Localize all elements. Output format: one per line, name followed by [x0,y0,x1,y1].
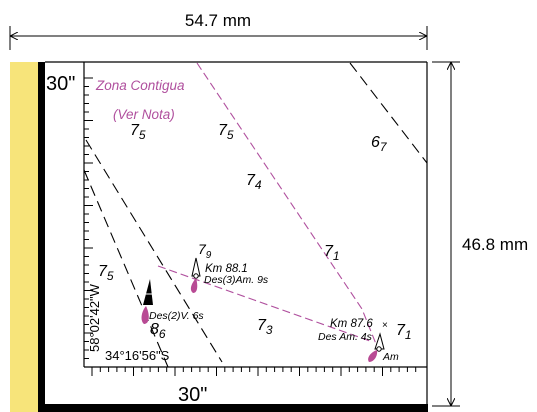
sounding: 71 [324,243,340,263]
depth-contour-middle [85,139,223,363]
chart-frame [10,61,428,412]
longitude-label: 58°02'42"W [87,283,102,352]
beacon-position-icon [193,273,199,279]
contiguous-zone-limit [157,62,379,350]
light-beacon-km876: Km 87.6 × Des Am. 4s Am [318,318,399,363]
sounding: 73 [257,317,273,337]
sounding: 71 [396,322,412,342]
beacon-color-label: Am [382,351,399,363]
light-beacon-green: Des(2)V. 6s [141,279,204,324]
beacon-position-icon [376,346,382,352]
light-flare-icon [190,278,198,293]
depth-contour-left [83,169,169,368]
latitude-label: 34°16'56"S [105,348,170,363]
beacon-light-label: Des(3)Am. 9s [204,274,269,286]
sounding: 67 [371,134,388,154]
bottom-black-border [38,404,428,412]
light-flare-icon [141,306,149,324]
left-black-border [38,62,45,412]
sounding: 75 [218,122,234,142]
width-dimension-label: 54.7 mm [185,11,251,30]
depth-contours [83,62,428,368]
sounding: 79 [198,241,212,261]
beacon-name-label: Km 87.6 [330,318,373,330]
sounding: 75 [98,263,114,283]
zone-note-label: (Ver Nota) [113,107,175,122]
height-dimension-label: 46.8 mm [462,235,528,254]
light-beacon-km881: Km 88.1 Des(3)Am. 9s [190,257,269,293]
zone-name-label: Zona Contigua [95,78,185,93]
top-seconds-label: 30" [46,73,75,95]
beacon-light-label: Des(2)V. 6s [149,310,204,322]
graduation-ticks [84,77,417,376]
sounding: 75 [130,122,146,142]
light-flare-icon [368,350,378,362]
soundings: 75 75 67 74 79 71 75 86 73 71 [98,122,412,342]
bottom-seconds-label: 30" [178,384,207,406]
height-dimension: 46.8 mm [432,61,528,407]
beacon-light-label: Des Am. 4s [318,331,373,343]
width-dimension: 54.7 mm [9,11,428,50]
yellow-land-band [10,62,38,412]
sounding: 86 [150,321,166,341]
beacon-tower-icon [191,257,201,277]
beacon-name-label: Km 88.1 [205,263,248,275]
sounding: 74 [246,172,262,192]
beacon-cross-icon: × [382,320,388,331]
beacon-tower-icon [143,279,153,305]
depth-contour-right [349,62,428,164]
